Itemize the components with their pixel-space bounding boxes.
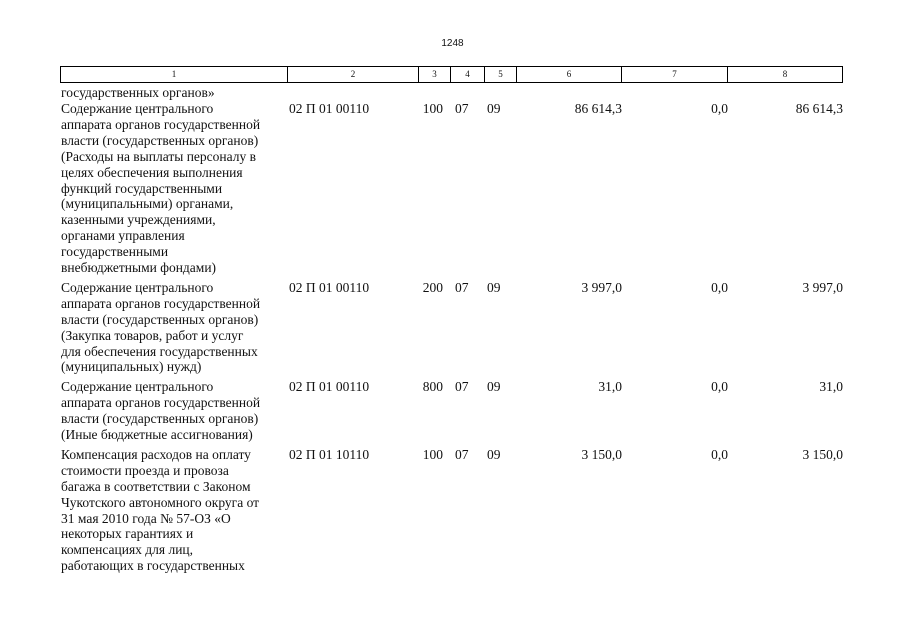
table-cell: 800 — [422, 379, 443, 395]
description-line: государственными — [61, 244, 169, 260]
table-cell: 200 — [422, 279, 443, 295]
table-cell: 02 П 01 00110 — [289, 279, 370, 295]
description-line: аппарата органов государственной — [61, 295, 261, 311]
column-header: 7 — [621, 66, 728, 83]
description-line: работающих в государственных — [61, 558, 245, 574]
description-line: власти (государственных органов) — [61, 411, 259, 427]
table-cell: 07 — [455, 279, 469, 295]
column-header: 6 — [516, 66, 622, 83]
table-cell: 3 150,0 — [802, 446, 844, 462]
description-line: казенными учреждениями, — [61, 212, 216, 228]
description-line: целях обеспечения выполнения — [61, 164, 243, 180]
table-cell: 0,0 — [711, 279, 728, 295]
column-header: 1 — [60, 66, 288, 83]
table-cell: 07 — [455, 446, 469, 462]
description-line: аппарата органов государственной — [61, 116, 261, 132]
description-line: стоимости проезда и провоза — [61, 462, 229, 478]
table-cell: 31,0 — [819, 379, 843, 395]
table-cell: 09 — [487, 279, 501, 295]
description-line: для обеспечения государственных — [61, 343, 258, 359]
description-line: компенсациях для лиц, — [61, 542, 194, 558]
table-cell: 100 — [422, 446, 443, 462]
column-header: 2 — [287, 66, 419, 83]
table-cell: 3 150,0 — [581, 446, 623, 462]
table-cell: 02 П 01 00110 — [289, 379, 370, 395]
description-line: (муниципальных) нужд) — [61, 359, 202, 375]
table-cell: 0,0 — [711, 379, 728, 395]
table-cell: 07 — [455, 379, 469, 395]
description-line: органами управления — [61, 228, 185, 244]
description-line: аппарата органов государственной — [61, 395, 261, 411]
table-cell: 02 П 01 10110 — [289, 446, 370, 462]
description-line: (Расходы на выплаты персоналу в — [61, 148, 256, 164]
table-cell: 86 614,3 — [795, 101, 843, 116]
table-cell: 31,0 — [598, 379, 622, 395]
description-line: власти (государственных органов) — [61, 311, 259, 327]
column-header: 4 — [450, 66, 485, 83]
description-line: функций государственными — [61, 180, 223, 196]
table-cell: 100 — [422, 101, 443, 116]
description-line: (Закупка товаров, работ и услуг — [61, 327, 244, 343]
description-line: Содержание центрального — [61, 101, 214, 116]
page-number: 1248 — [441, 38, 464, 49]
table-cell: 09 — [487, 101, 501, 116]
description-line: багажа в соответствии с Законом — [61, 478, 251, 494]
table-cell: 09 — [487, 446, 501, 462]
table-cell: 0,0 — [711, 446, 728, 462]
table-cell: 02 П 01 00110 — [289, 101, 370, 116]
description-line: внебюджетными фондами) — [61, 260, 217, 275]
table-cell: 3 997,0 — [802, 279, 844, 295]
table-cell: 07 — [455, 101, 469, 116]
table-cell: 86 614,3 — [574, 101, 622, 116]
continuation-text: государственных органов» — [61, 85, 215, 100]
description-line: Чукотского автономного округа от — [61, 494, 260, 510]
table-cell: 3 997,0 — [581, 279, 623, 295]
description-line: власти (государственных органов) — [61, 132, 259, 148]
description-line: (муниципальными) органами, — [61, 196, 234, 212]
description-line: 31 мая 2010 года № 57-ОЗ «О — [61, 510, 231, 526]
description-line: некоторых гарантиях и — [61, 526, 194, 542]
column-header: 5 — [484, 66, 517, 83]
description-line: Содержание центрального — [61, 379, 214, 395]
description-line: Компенсация расходов на оплату — [61, 446, 251, 462]
column-header: 8 — [727, 66, 843, 83]
table-cell: 0,0 — [711, 101, 728, 116]
description-line: (Иные бюджетные ассигнования) — [61, 427, 253, 442]
description-line: Содержание центрального — [61, 279, 214, 295]
column-header: 3 — [418, 66, 451, 83]
table-cell: 09 — [487, 379, 501, 395]
